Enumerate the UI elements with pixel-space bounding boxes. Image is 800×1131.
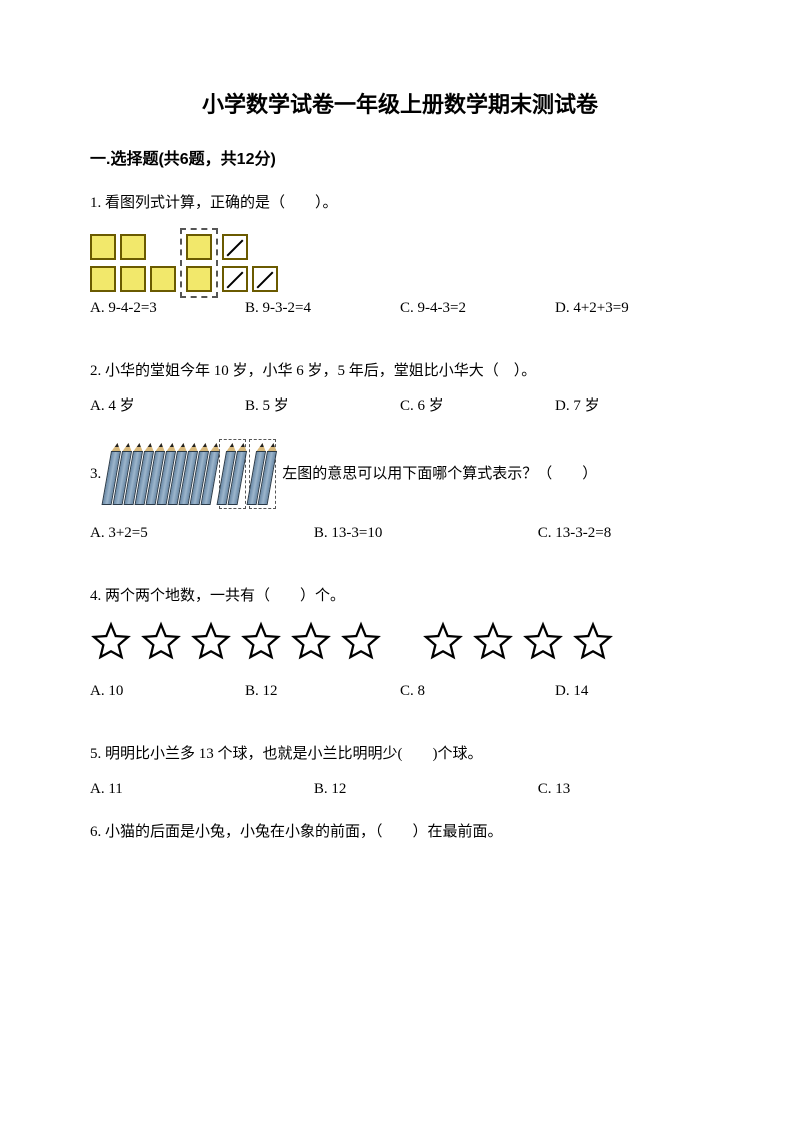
- question-6: 6. 小猫的后面是小兔，小兔在小象的前面，（ ）在最前面。: [90, 822, 710, 843]
- q5-opt-a: A. 11: [90, 779, 314, 800]
- q6-text: 6. 小猫的后面是小兔，小兔在小象的前面，（ ）在最前面。: [90, 822, 710, 843]
- q3-options: A. 3+2=5 B. 13-3=10 C. 13-3-2=8: [90, 523, 710, 544]
- q4-figure: [90, 621, 710, 663]
- q3-opt-a: A. 3+2=5: [90, 523, 314, 544]
- q4-text: 4. 两个两个地数，一共有（ ）个。: [90, 586, 710, 607]
- q3-opt-c: C. 13-3-2=8: [538, 523, 710, 544]
- question-2: 2. 小华的堂姐今年 10 岁，小华 6 岁，5 年后，堂姐比小华大（ ）。 A…: [90, 361, 710, 417]
- q1-opt-c: C. 9-4-3=2: [400, 298, 555, 319]
- question-1: 1. 看图列式计算，正确的是（ ）。: [90, 193, 710, 319]
- q2-opt-b: B. 5 岁: [245, 396, 400, 417]
- question-3: 3. 左图的意思可以用下面哪个算式表示？（ ） A. 3+2=5 B. 13-3…: [90, 439, 710, 544]
- q1-text: 1. 看图列式计算，正确的是（ ）。: [90, 193, 710, 214]
- section-heading: 一.选择题(共6题，共12分): [90, 149, 710, 171]
- q1-opt-a: A. 9-4-2=3: [90, 298, 245, 319]
- q4-opt-d: D. 14: [555, 681, 710, 702]
- question-5: 5. 明明比小兰多 13 个球，也就是小兰比明明少( )个球。 A. 11 B.…: [90, 744, 710, 800]
- q3-number: 3.: [90, 464, 101, 485]
- q4-opt-b: B. 12: [245, 681, 400, 702]
- q4-opt-c: C. 8: [400, 681, 555, 702]
- q5-opt-b: B. 12: [314, 779, 538, 800]
- q3-figure: [107, 439, 276, 509]
- page-title: 小学数学试卷一年级上册数学期末测试卷: [90, 90, 710, 121]
- q5-options: A. 11 B. 12 C. 13: [90, 779, 710, 800]
- question-4: 4. 两个两个地数，一共有（ ）个。 A. 10 B. 12 C. 8 D. 1…: [90, 586, 710, 702]
- q2-opt-d: D. 7 岁: [555, 396, 710, 417]
- q3-opt-b: B. 13-3=10: [314, 523, 538, 544]
- q2-opt-c: C. 6 岁: [400, 396, 555, 417]
- q1-figure: [90, 228, 710, 298]
- q4-opt-a: A. 10: [90, 681, 245, 702]
- q5-opt-c: C. 13: [538, 779, 710, 800]
- q3-text: 左图的意思可以用下面哪个算式表示？（ ）: [282, 464, 597, 485]
- q1-options: A. 9-4-2=3 B. 9-3-2=4 C. 9-4-3=2 D. 4+2+…: [90, 298, 710, 319]
- q2-opt-a: A. 4 岁: [90, 396, 245, 417]
- q2-options: A. 4 岁 B. 5 岁 C. 6 岁 D. 7 岁: [90, 396, 710, 417]
- q2-text: 2. 小华的堂姐今年 10 岁，小华 6 岁，5 年后，堂姐比小华大（ ）。: [90, 361, 710, 382]
- q4-options: A. 10 B. 12 C. 8 D. 14: [90, 681, 710, 702]
- q5-text: 5. 明明比小兰多 13 个球，也就是小兰比明明少( )个球。: [90, 744, 710, 765]
- q1-opt-b: B. 9-3-2=4: [245, 298, 400, 319]
- q1-opt-d: D. 4+2+3=9: [555, 298, 710, 319]
